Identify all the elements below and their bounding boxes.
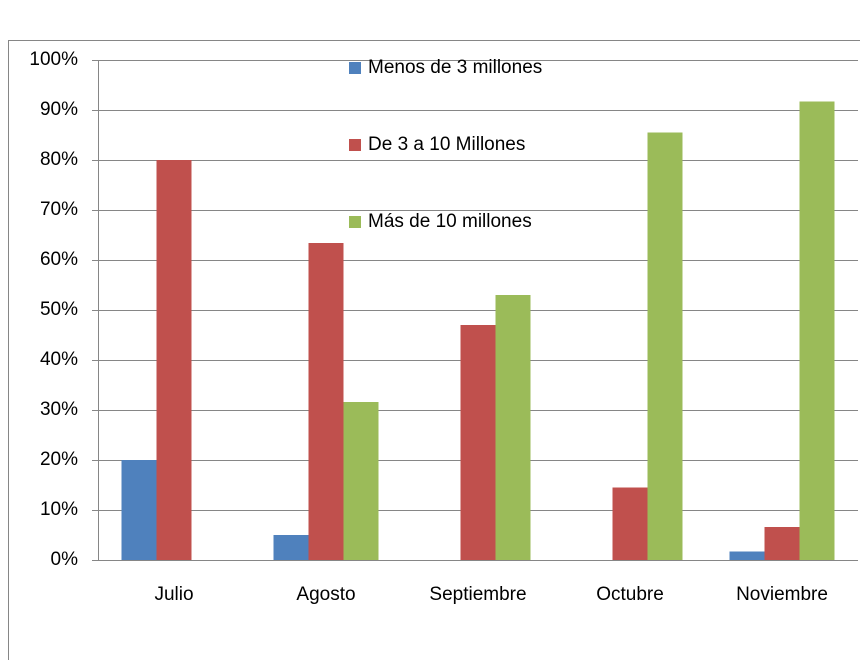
legend-label: De 3 a 10 Millones bbox=[368, 134, 525, 155]
x-tick-label: Julio bbox=[154, 584, 193, 605]
legend-swatch bbox=[349, 216, 361, 228]
chart-border bbox=[8, 40, 860, 660]
bar bbox=[121, 460, 157, 560]
y-tick-label: 80% bbox=[40, 149, 78, 170]
bar bbox=[460, 325, 496, 560]
x-tick-label: Septiembre bbox=[429, 584, 526, 605]
y-tick-label: 100% bbox=[29, 49, 78, 70]
bar bbox=[647, 132, 683, 560]
y-tick-label: 60% bbox=[40, 249, 78, 270]
bar bbox=[764, 527, 800, 560]
legend-label: Menos de 3 millones bbox=[368, 57, 542, 78]
bar bbox=[156, 160, 192, 560]
bar bbox=[729, 551, 765, 560]
x-tick-label: Octubre bbox=[596, 584, 664, 605]
bar bbox=[612, 487, 648, 560]
bar bbox=[799, 101, 835, 560]
legend-swatch bbox=[349, 139, 361, 151]
x-tick-label: Noviembre bbox=[736, 584, 828, 605]
legend-label: Más de 10 millones bbox=[368, 211, 532, 232]
bar bbox=[273, 535, 309, 560]
y-tick-label: 70% bbox=[40, 199, 78, 220]
y-tick-label: 0% bbox=[51, 549, 79, 570]
y-tick-label: 30% bbox=[40, 399, 78, 420]
y-tick-label: 50% bbox=[40, 299, 78, 320]
bar bbox=[308, 243, 344, 560]
legend-swatch bbox=[349, 62, 361, 74]
bar bbox=[343, 402, 379, 560]
bar bbox=[495, 295, 531, 560]
y-tick-label: 40% bbox=[40, 349, 78, 370]
y-tick-label: 20% bbox=[40, 449, 78, 470]
y-tick-label: 10% bbox=[40, 499, 78, 520]
x-tick-label: Agosto bbox=[296, 584, 355, 605]
y-tick-label: 90% bbox=[40, 99, 78, 120]
